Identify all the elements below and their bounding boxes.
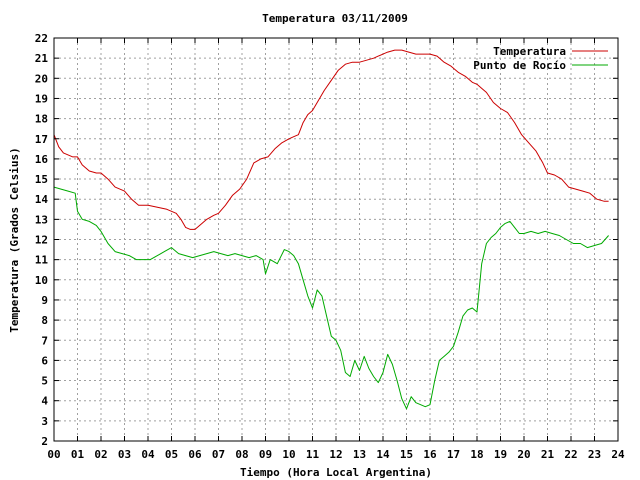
chart-title: Temperatura 03/11/2009 bbox=[262, 12, 408, 25]
x-tick-label: 24 bbox=[611, 448, 625, 461]
x-tick-label: 01 bbox=[71, 448, 85, 461]
y-tick-label: 19 bbox=[35, 92, 48, 105]
y-tick-label: 14 bbox=[35, 193, 49, 206]
y-tick-label: 7 bbox=[41, 334, 48, 347]
x-tick-label: 00 bbox=[47, 448, 60, 461]
y-tick-label: 3 bbox=[41, 415, 48, 428]
x-tick-label: 13 bbox=[353, 448, 366, 461]
x-tick-label: 08 bbox=[235, 448, 248, 461]
x-tick-label: 02 bbox=[94, 448, 107, 461]
x-tick-label: 22 bbox=[564, 448, 577, 461]
x-tick-label: 15 bbox=[400, 448, 413, 461]
y-tick-label: 20 bbox=[35, 72, 48, 85]
y-tick-label: 18 bbox=[35, 113, 48, 126]
x-tick-label: 03 bbox=[118, 448, 131, 461]
x-tick-label: 05 bbox=[165, 448, 178, 461]
y-tick-label: 15 bbox=[35, 173, 48, 186]
x-tick-label: 19 bbox=[494, 448, 507, 461]
x-tick-label: 09 bbox=[259, 448, 272, 461]
x-tick-label: 16 bbox=[423, 448, 437, 461]
x-tick-label: 10 bbox=[282, 448, 295, 461]
series-layer bbox=[53, 49, 609, 410]
x-tick-label: 07 bbox=[212, 448, 225, 461]
x-axis-label: Tiempo (Hora Local Argentina) bbox=[240, 466, 432, 479]
y-tick-label: 13 bbox=[35, 213, 48, 226]
x-tick-label: 17 bbox=[447, 448, 460, 461]
y-tick-label: 16 bbox=[35, 153, 49, 166]
x-tick-label: 04 bbox=[141, 448, 155, 461]
y-tick-label: 4 bbox=[41, 395, 48, 408]
x-tick-label: 21 bbox=[541, 448, 555, 461]
legend-label: Punto de Rocío bbox=[473, 59, 566, 72]
y-tick-label: 6 bbox=[41, 354, 48, 367]
temperatura-line bbox=[53, 49, 609, 230]
y-tick-label: 8 bbox=[41, 314, 48, 327]
y-axis-label: Temperatura (Grados Celsius) bbox=[8, 147, 21, 332]
y-tick-label: 21 bbox=[35, 52, 49, 65]
x-tick-label: 11 bbox=[306, 448, 320, 461]
punto-de-rocio-line bbox=[53, 186, 609, 410]
legend-label: Temperatura bbox=[493, 45, 566, 58]
x-tick-label: 20 bbox=[517, 448, 530, 461]
x-tick-label: 14 bbox=[376, 448, 390, 461]
y-tick-label: 10 bbox=[35, 274, 48, 287]
grid bbox=[54, 38, 618, 441]
y-tick-label: 12 bbox=[35, 234, 48, 247]
axis-ticks: 00 01 02 03 04 05 06 07 08 09 10 11 12 13 14 15 16 17 18 19… bbox=[35, 32, 625, 461]
y-tick-label: 11 bbox=[35, 254, 49, 267]
x-tick-label: 06 bbox=[188, 448, 202, 461]
y-tick-label: 2 bbox=[41, 435, 48, 448]
y-tick-label: 9 bbox=[41, 294, 48, 307]
y-tick-label: 22 bbox=[35, 32, 48, 45]
x-tick-label: 18 bbox=[470, 448, 483, 461]
y-tick-label: 5 bbox=[41, 375, 48, 388]
x-tick-label: 23 bbox=[588, 448, 601, 461]
y-tick-label: 17 bbox=[35, 133, 48, 146]
x-tick-label: 12 bbox=[329, 448, 342, 461]
